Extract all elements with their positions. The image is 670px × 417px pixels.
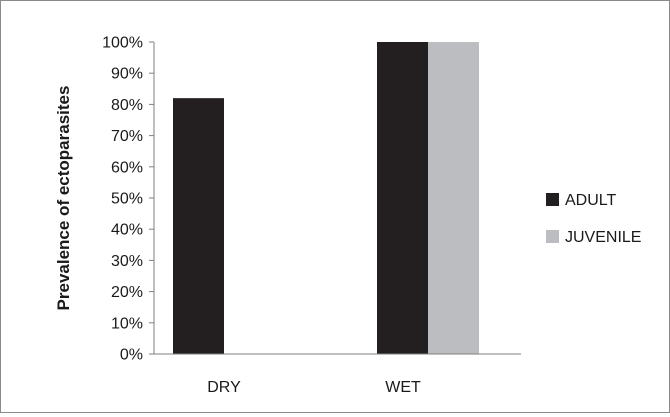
- bar-juvenile-wet: [428, 42, 479, 354]
- bar-adult-wet: [377, 42, 428, 354]
- y-tick-label: 30%: [111, 253, 143, 270]
- y-tick-label: 60%: [111, 159, 143, 176]
- x-tick-label: WET: [385, 379, 421, 396]
- y-tick-label: 20%: [111, 284, 143, 301]
- legend-label-adult: ADULT: [565, 192, 616, 209]
- y-tick-label: 70%: [111, 128, 143, 145]
- x-tick-label: DRY: [207, 379, 241, 396]
- y-axis-ticks: 0% 10% 20% 30% 40% 50% 60% 70% 80% 90% 100%: [102, 35, 154, 364]
- bar-adult-dry: [173, 98, 224, 354]
- bars: [173, 42, 479, 354]
- y-tick-label: 100%: [102, 35, 143, 52]
- legend: ADULT JUVENILE: [546, 192, 641, 246]
- legend-swatch-juvenile: [546, 230, 559, 243]
- y-tick-label: 40%: [111, 222, 143, 239]
- axes: [153, 42, 521, 355]
- y-tick-label: 10%: [111, 315, 143, 332]
- y-tick-label: 80%: [111, 97, 143, 114]
- y-axis-label: Prevalence of ectoparasites: [54, 86, 73, 311]
- legend-label-juvenile: JUVENILE: [565, 229, 641, 246]
- legend-swatch-adult: [546, 193, 559, 206]
- y-tick-label: 90%: [111, 66, 143, 83]
- x-axis-labels: DRY WET: [207, 379, 421, 396]
- y-tick-label: 0%: [120, 347, 143, 364]
- y-tick-label: 50%: [111, 191, 143, 208]
